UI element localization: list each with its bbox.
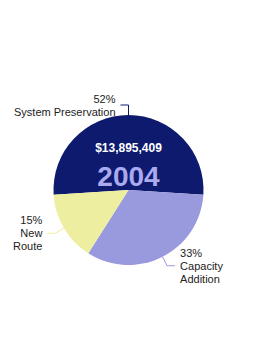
svg-text:15%: 15% — [20, 214, 42, 226]
svg-text:52%: 52% — [93, 93, 115, 105]
svg-text:Capacity: Capacity — [180, 260, 223, 272]
svg-text:System Preservation: System Preservation — [14, 106, 115, 118]
svg-text:Route: Route — [13, 240, 42, 252]
svg-text:33%: 33% — [180, 247, 202, 259]
svg-text:Addition: Addition — [180, 273, 220, 285]
svg-text:New: New — [20, 227, 42, 239]
svg-text:2004: 2004 — [97, 161, 160, 192]
svg-text:$13,895,409: $13,895,409 — [95, 141, 162, 155]
